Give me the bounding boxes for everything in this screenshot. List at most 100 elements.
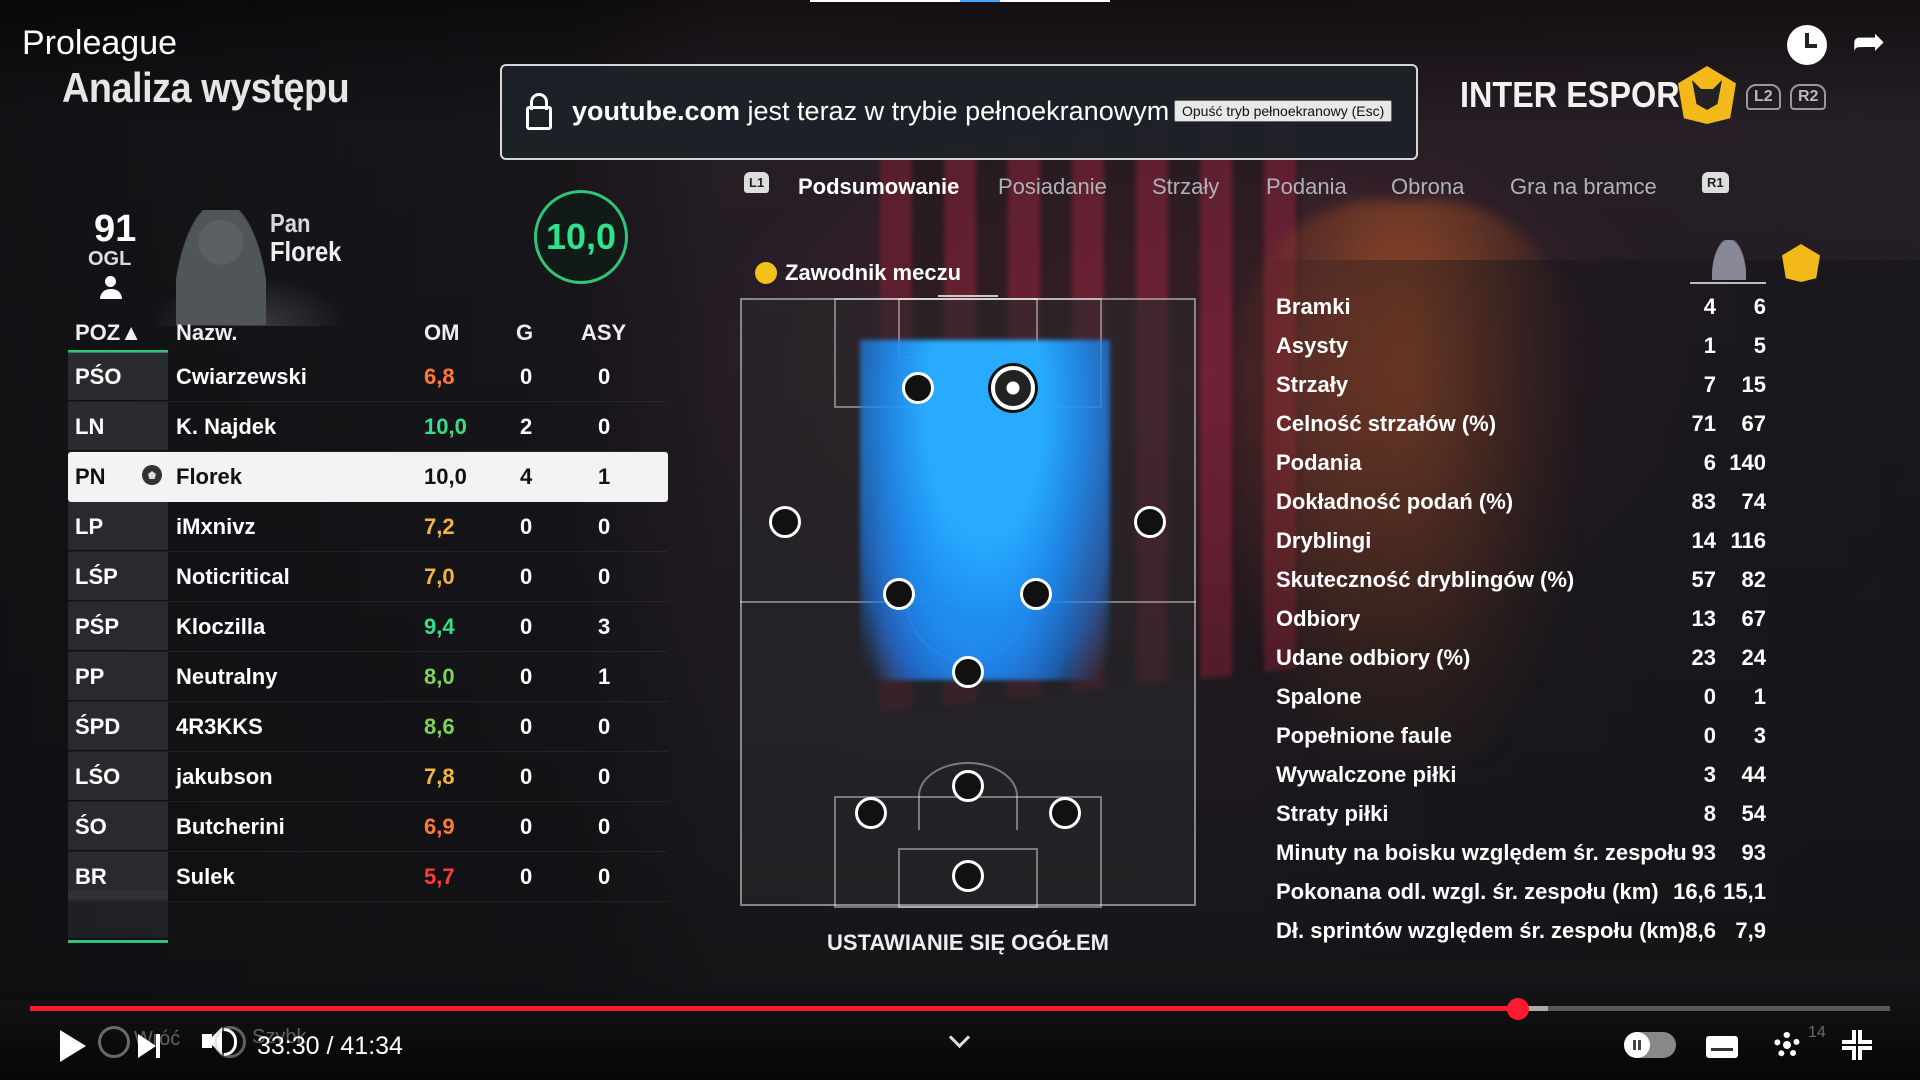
table-row[interactable]: ŚPD 4R3KKS 8,6 0 0 — [68, 702, 668, 752]
stat-team-value: 116 — [1730, 528, 1767, 553]
teammate-position-marker — [952, 656, 984, 688]
stat-row: Dryblingi 14 116 — [1276, 524, 1816, 563]
header-goals[interactable]: G — [516, 320, 534, 345]
exit-fullscreen-icon[interactable] — [1842, 1030, 1872, 1060]
motm-label: Zawodnik meczu — [785, 260, 962, 285]
row-rating: 7,0 — [424, 564, 455, 589]
seek-thumb[interactable] — [1507, 998, 1529, 1020]
next-icon[interactable] — [138, 1034, 160, 1058]
stat-row: Bramki 4 6 — [1276, 290, 1816, 329]
row-name: Noticritical — [176, 564, 290, 589]
stat-player-value: 8 — [1703, 801, 1716, 826]
tab-gra-na-bramce[interactable]: Gra na bramce — [1510, 174, 1657, 199]
player-position-marker — [991, 366, 1035, 410]
table-row[interactable]: PN Florek 10,0 4 1 — [68, 452, 668, 502]
teammate-position-marker — [952, 770, 984, 802]
table-row[interactable]: LŚO jakubson 7,8 0 0 — [68, 752, 668, 802]
table-row[interactable]: PP Neutralny 8,0 0 1 — [68, 652, 668, 702]
stat-player-value: 4 — [1703, 294, 1716, 319]
row-rating: 7,2 — [424, 514, 455, 539]
stat-row: Strzały 7 15 — [1276, 368, 1816, 407]
row-goals: 0 — [520, 814, 533, 839]
stat-row: Dł. sprintów względem śr. zespołu (km) 8,… — [1276, 914, 1816, 953]
table-row[interactable]: ŚO Butcherini 6,9 0 0 — [68, 802, 668, 852]
row-assists: 0 — [598, 564, 611, 589]
seek-bar[interactable] — [30, 1006, 1890, 1011]
player-card: 91 OGL Pan Florek 10,0 — [68, 180, 668, 326]
row-goals: 0 — [520, 664, 533, 689]
row-name: Cwiarzewski — [176, 364, 307, 389]
player-last-name: Florek — [270, 236, 342, 267]
row-rating: 7,8 — [424, 764, 455, 789]
position-cell-bg — [68, 502, 168, 550]
settings-gear-icon[interactable] — [1774, 1032, 1800, 1058]
bottom-goal-box — [898, 848, 1038, 908]
position-cell-bg — [68, 602, 168, 650]
row-assists: 3 — [598, 614, 611, 639]
lineup-table: POZ▲ Nazw. OM G ASY PŚO Cwiarzewski 6,8 0 0 L… — [68, 312, 668, 902]
tab-strzaly[interactable]: Strzały — [1152, 174, 1220, 199]
lock-icon — [526, 93, 552, 130]
table-footer-indicator — [68, 940, 168, 943]
stat-label: Popełnione faule — [1276, 723, 1453, 748]
subtitles-icon[interactable] — [1706, 1036, 1738, 1058]
header-name[interactable]: Nazw. — [176, 320, 238, 345]
seek-buffered — [1518, 1006, 1548, 1011]
play-icon[interactable] — [60, 1030, 86, 1062]
header-om[interactable]: OM — [424, 320, 460, 345]
stat-row: Odbiory 13 67 — [1276, 602, 1816, 641]
stat-label: Dokładność podań (%) — [1276, 489, 1514, 514]
position-cell-bg — [68, 752, 168, 800]
teammate-position-marker — [1020, 578, 1052, 610]
row-assists: 0 — [598, 414, 611, 439]
share-icon[interactable]: ➦ — [1852, 20, 1886, 64]
fullscreen-message: youtube.com jest teraz w trybie pełnoekr… — [572, 96, 1169, 127]
table-body: PŚO Cwiarzewski 6,8 0 0 LN K. Najdek 10,0 2 0 PN Fl… — [68, 352, 668, 902]
stat-team-value: 5 — [1753, 333, 1766, 358]
l1-button-hint: L1 — [744, 172, 770, 193]
row-position: PP — [75, 664, 105, 689]
position-cell-bg — [68, 852, 168, 900]
row-name: Sulek — [176, 864, 235, 889]
tab-podania[interactable]: Podania — [1266, 174, 1347, 199]
row-name: 4R3KKS — [176, 714, 263, 739]
stat-row: Popełnione faule 0 3 — [1276, 719, 1816, 758]
volume-icon[interactable] — [202, 1027, 237, 1056]
row-assists: 0 — [598, 764, 611, 789]
table-row[interactable]: LN K. Najdek 10,0 2 0 — [68, 402, 668, 452]
row-rating: 9,4 — [424, 614, 455, 639]
table-row[interactable]: LP iMxnivz 7,2 0 0 — [68, 502, 668, 552]
stat-label: Spalone — [1276, 684, 1362, 709]
table-row[interactable]: PŚO Cwiarzewski 6,8 0 0 — [68, 352, 668, 402]
row-position: PŚP — [75, 614, 120, 639]
pitch-label: USTAWIANIE SIĘ OGÓŁEM — [827, 930, 1109, 955]
stat-row: Skuteczność dryblingów (%) 57 82 — [1276, 563, 1816, 602]
table-row[interactable]: PŚP Kloczilla 9,4 0 3 — [68, 602, 668, 652]
stat-player-value: 23 — [1691, 645, 1716, 670]
table-row[interactable]: LŚP Noticritical 7,0 0 0 — [68, 552, 668, 602]
stat-team-value: 67 — [1741, 606, 1766, 631]
stat-label: Straty piłki — [1276, 801, 1389, 826]
teammate-position-marker — [769, 506, 801, 538]
video-title[interactable]: Proleague — [22, 24, 178, 62]
stat-team-value: 140 — [1729, 450, 1766, 475]
exit-fullscreen-button[interactable]: Opuść tryb pełnoekranowy (Esc) — [1174, 100, 1393, 122]
table-row[interactable]: BR Sulek 5,7 0 0 — [68, 852, 668, 902]
row-position: LN — [75, 414, 105, 439]
autoplay-toggle[interactable] — [1624, 1032, 1676, 1058]
tab-podsumowanie[interactable]: Podsumowanie — [798, 174, 960, 199]
ghost-back-icon — [98, 1026, 130, 1058]
tab-obrona[interactable]: Obrona — [1391, 174, 1465, 199]
overall-label: OGL — [88, 248, 132, 270]
tab-posiadanie[interactable]: Posiadanie — [998, 174, 1107, 199]
header-assists[interactable]: ASY — [581, 320, 627, 345]
row-goals: 4 — [520, 464, 533, 489]
stat-player-value: 0 — [1703, 723, 1716, 748]
header-position[interactable]: POZ▲ — [75, 320, 142, 345]
row-goals: 0 — [520, 364, 533, 389]
position-column-filler — [68, 890, 168, 938]
stat-label: Minuty na boisku względem śr. zespołu — [1276, 840, 1687, 865]
stat-row: Spalone 0 1 — [1276, 680, 1816, 719]
ghost-badge: 14 — [1808, 1024, 1826, 1041]
watch-later-icon[interactable] — [1787, 25, 1827, 65]
